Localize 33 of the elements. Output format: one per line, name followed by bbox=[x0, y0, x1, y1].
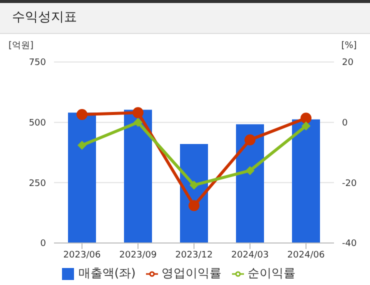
y2-tick-label: 20 bbox=[342, 58, 354, 68]
y2-tick-label: -20 bbox=[342, 178, 357, 189]
legend-label: 영업이익률 bbox=[162, 266, 222, 280]
point bbox=[134, 118, 142, 127]
point bbox=[132, 107, 144, 118]
y2-tick-label: -40 bbox=[342, 239, 357, 250]
bar bbox=[292, 119, 320, 243]
bar bbox=[124, 110, 152, 243]
x-tick-label: 2023/12 bbox=[175, 250, 213, 260]
y2-axis-title: [%] bbox=[341, 41, 357, 51]
point bbox=[76, 108, 88, 120]
x-tick-label: 2024/03 bbox=[231, 250, 269, 260]
x-tick-label: 2024/06 bbox=[287, 250, 325, 260]
point bbox=[190, 180, 198, 190]
point bbox=[78, 140, 86, 150]
y2-tick-label: 0 bbox=[342, 118, 348, 129]
y-tick-label: 500 bbox=[28, 118, 46, 129]
point bbox=[188, 200, 200, 212]
bar bbox=[68, 112, 96, 243]
chart-title: 수익성지표 bbox=[0, 0, 370, 34]
point bbox=[302, 121, 310, 130]
legend-label: 순이익률 bbox=[248, 266, 296, 280]
bar bbox=[236, 124, 264, 243]
x-tick-label: 2023/09 bbox=[119, 250, 157, 260]
legend-label: 매출액(좌) bbox=[78, 266, 136, 280]
y-tick-label: 250 bbox=[28, 178, 46, 189]
y-axis-title: [억원] bbox=[8, 41, 34, 51]
point bbox=[246, 166, 254, 176]
x-tick-label: 2023/06 bbox=[63, 250, 101, 260]
point bbox=[244, 134, 256, 146]
point bbox=[300, 112, 312, 124]
y-tick-label: 750 bbox=[28, 58, 46, 68]
y-tick-label: 0 bbox=[40, 239, 46, 250]
